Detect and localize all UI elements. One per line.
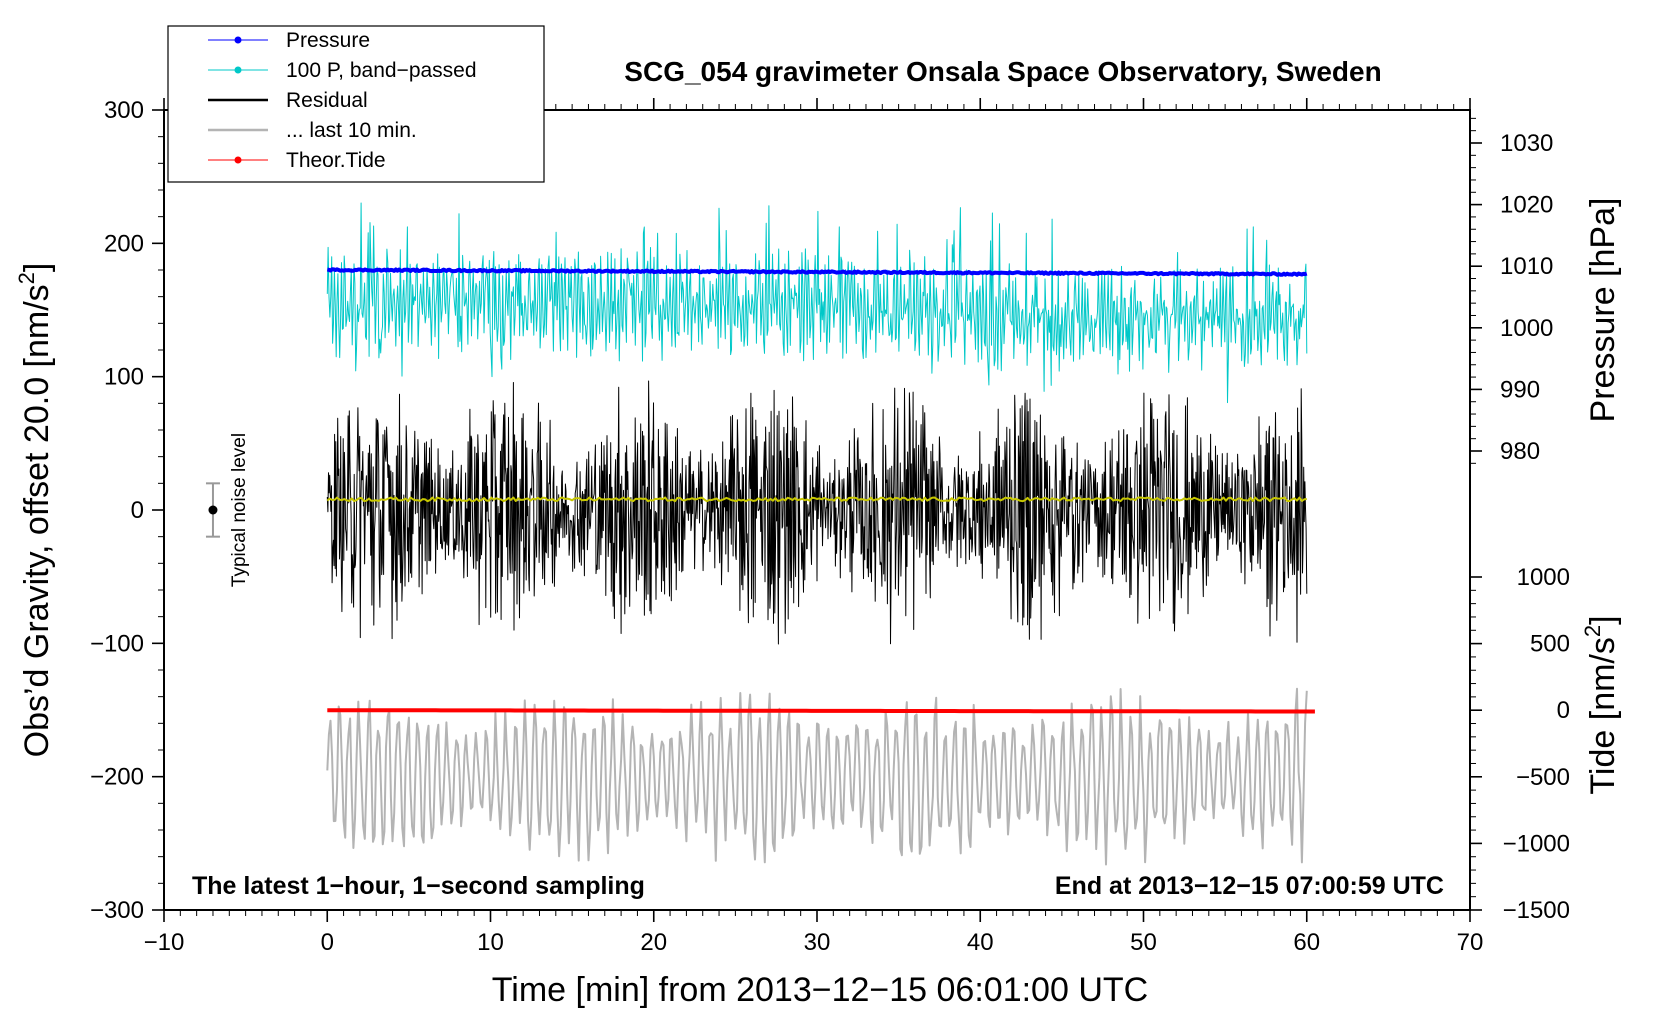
residual-line [326,380,1308,645]
legend-label: Pressure [286,29,370,52]
x-tick-label: 60 [1293,929,1320,956]
legend-box [167,25,545,183]
pressure-tick-label: 990 [1500,376,1540,403]
x-axis-title: Time [min] from 2013−12−15 06:01:00 UTC [492,971,1148,1009]
y-tick-label: 200 [104,230,144,257]
y-tick-label: −100 [90,630,144,657]
legend: Pressure 100 P, band−passed Residual ... la… [167,25,545,183]
y-tick-label: 100 [104,364,144,391]
pressure-line [326,267,1308,277]
legend-marker [234,156,242,164]
x-tick-label: 50 [1130,929,1157,956]
band-passed-pressure-line [326,202,1308,404]
tide-tick-label: −1500 [1503,897,1570,924]
x-tick-label: 40 [967,929,994,956]
y-tick-label: 300 [104,97,144,124]
tide-tick-label: 500 [1530,631,1570,658]
noise-bar-dot [208,505,218,515]
x-tick-label: −10 [144,929,185,956]
chart-title: SCG_054 gravimeter Onsala Space Observat… [624,56,1381,87]
legend-label: Theor.Tide [286,149,386,172]
pressure-axis-title: Pressure [hPa] [1584,198,1622,423]
y-tick-label: −300 [90,897,144,924]
x-tick-label: 0 [321,929,334,956]
pressure-tick-label: 1010 [1500,253,1553,280]
x-tick-label: 70 [1457,929,1484,956]
tide-tick-label: 0 [1557,697,1570,724]
legend-marker [234,66,242,74]
tide-tick-label: −500 [1516,764,1570,791]
tide-tick-label: −1000 [1503,830,1570,857]
noise-level-label: Typical noise level [229,433,250,587]
pressure-tick-label: 1000 [1500,315,1553,342]
pressure-tick-label: 1030 [1500,130,1553,157]
legend-marker [234,36,242,44]
x-tick-label: 10 [477,929,504,956]
y-tick-label: −200 [90,764,144,791]
smoothed-residual-line [326,496,1307,503]
x-tick-label: 30 [804,929,831,956]
pressure-tick-label: 1020 [1500,192,1553,219]
last-10-min-line [326,687,1308,866]
legend-label: Residual [286,89,368,112]
y-tick-label: 0 [131,497,144,524]
theoretical-tide-line [327,708,1315,714]
annotation-sampling: The latest 1−hour, 1−second sampling [192,872,645,900]
legend-label: 100 P, band−passed [286,59,477,82]
legend-label: ... last 10 min. [286,119,417,142]
y-axis-title: Obs’d Gravity, offset 20.0 [nm/s2] [14,263,56,758]
annotation-end-time: End at 2013−12−15 07:00:59 UTC [1055,872,1444,900]
tide-axis-title: Tide [nm/s2] [1580,615,1622,794]
tide-tick-label: 1000 [1517,564,1570,591]
pressure-tick-label: 980 [1500,438,1540,465]
x-tick-label: 20 [640,929,667,956]
